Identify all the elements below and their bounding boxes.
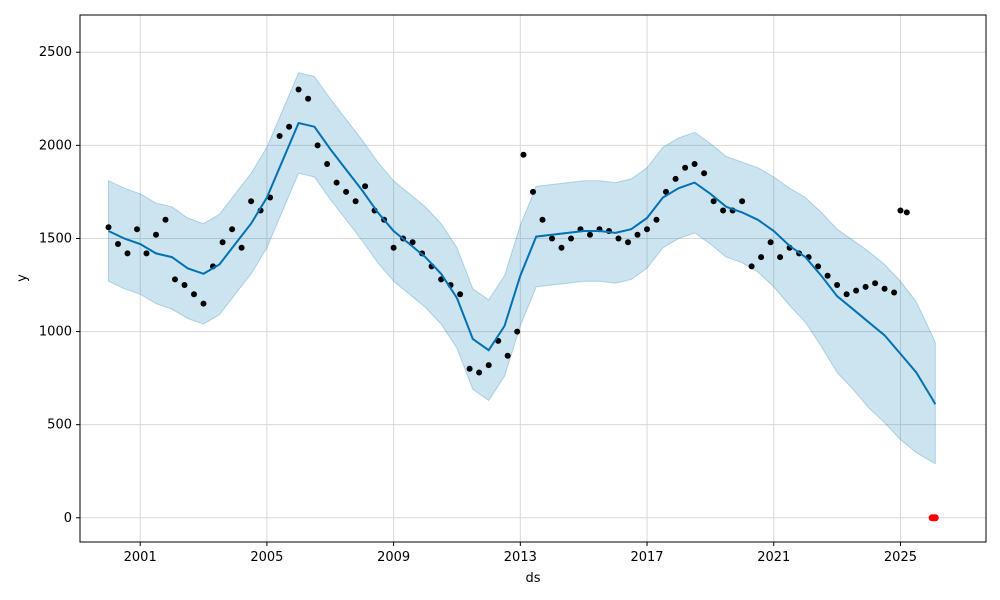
uncertainty-band-layer [108, 72, 936, 465]
y-axis-title: y [15, 274, 30, 282]
observed-point [720, 207, 727, 214]
y-tick-label: 2500 [39, 45, 72, 60]
x-tick-label: 2025 [884, 550, 917, 565]
y-tick-label: 1500 [39, 231, 72, 246]
observed-point [767, 239, 774, 246]
observed-point [815, 263, 822, 270]
observed-point [530, 188, 536, 195]
observed-point [200, 300, 207, 307]
observed-point [691, 161, 698, 167]
forecast-line [108, 121, 937, 405]
observed-point [881, 285, 888, 292]
x-tick-label: 2021 [757, 550, 790, 565]
observed-point [663, 188, 669, 195]
y-axis-ticks: 0 500 1000 1500 2000 2500 [39, 45, 80, 526]
observed-point [352, 198, 359, 205]
observed-point [115, 241, 121, 247]
x-axis-title: ds [525, 571, 540, 586]
observed-point [682, 164, 689, 171]
observed-point [248, 198, 255, 205]
highlight-points-layer [928, 514, 939, 522]
observed-point [897, 207, 904, 214]
plot-background [80, 15, 986, 542]
observed-point [143, 250, 150, 257]
forecast-line-layer [108, 121, 937, 405]
plot-frame [79, 14, 987, 543]
observed-point [862, 283, 869, 290]
observed-point [549, 235, 555, 242]
observed-point [390, 244, 397, 251]
observed-point [476, 369, 483, 376]
observed-point [558, 244, 565, 251]
observed-point [625, 239, 631, 246]
observed-point [739, 198, 746, 205]
y-tick-label: 0 [64, 511, 72, 526]
y-tick-label: 2000 [39, 138, 72, 153]
observed-point [758, 254, 765, 261]
highlight-point [931, 514, 939, 522]
observed-point [153, 231, 159, 238]
observed-point [362, 183, 369, 190]
observed-point [824, 272, 831, 279]
observed-point [219, 239, 226, 246]
y-tick-label: 500 [47, 418, 72, 433]
x-tick-label: 2001 [124, 550, 157, 565]
observed-point [777, 254, 784, 261]
observed-point [314, 142, 321, 149]
observed-point [409, 239, 416, 246]
observed-point [903, 209, 910, 216]
observed-point [539, 216, 546, 223]
observed-point [295, 86, 302, 93]
y-tick-label: 1000 [39, 325, 72, 340]
observed-point [853, 287, 860, 294]
observed-point [305, 95, 312, 102]
x-tick-label: 2017 [630, 550, 663, 565]
observed-point [343, 188, 350, 195]
grid-lines [80, 15, 986, 542]
observed-point [229, 226, 236, 233]
observed-point [672, 175, 679, 182]
observed-point [891, 289, 898, 296]
observed-point [181, 282, 188, 288]
observed-point [124, 250, 131, 257]
observed-point [324, 161, 331, 167]
observed-point [485, 362, 492, 369]
x-tick-label: 2009 [377, 550, 410, 565]
x-tick-label: 2013 [504, 550, 537, 565]
observed-point [748, 263, 755, 270]
x-axis-ticks: 2001 2005 2009 2013 2017 2021 2025 [124, 542, 917, 565]
observed-point [457, 291, 464, 298]
observed-point [333, 179, 340, 186]
observed-point [615, 235, 622, 242]
observed-point [701, 170, 708, 177]
observed-point [653, 216, 660, 223]
observed-point [634, 231, 641, 238]
observed-point [466, 365, 473, 372]
observed-point [843, 291, 850, 298]
observed-point [105, 224, 112, 231]
observed-point [834, 282, 841, 288]
x-tick-label: 2005 [250, 550, 283, 565]
observed-point [872, 280, 879, 287]
uncertainty-band [108, 72, 936, 465]
observed-point [520, 151, 527, 158]
observed-point [644, 226, 650, 233]
observed-point [134, 226, 140, 233]
observed-point [238, 244, 245, 251]
observed-point [191, 291, 197, 298]
observed-point [504, 352, 511, 359]
observed-point [710, 198, 717, 205]
observed-point [568, 235, 574, 242]
observed-point [286, 123, 293, 130]
observed-point [172, 276, 178, 283]
observed-point [276, 133, 283, 139]
observed-point [587, 231, 593, 238]
observed-point [514, 328, 521, 335]
observed-point [162, 216, 169, 223]
